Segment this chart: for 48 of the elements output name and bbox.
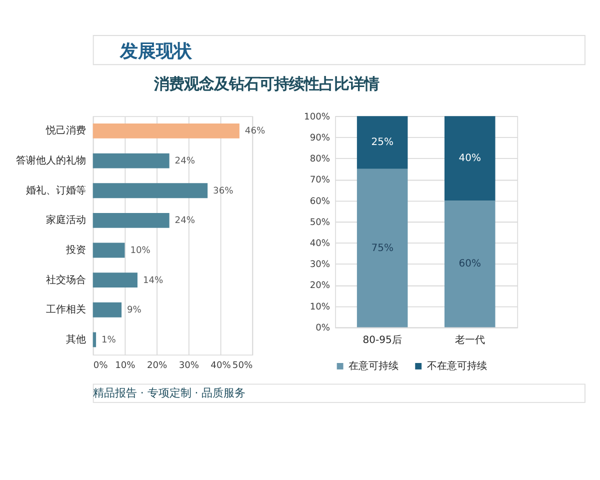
y-tick-label: 30% (310, 260, 330, 270)
x-tick-label: 10% (115, 360, 136, 371)
data-label: 40% (458, 153, 481, 164)
x-tick-label: 老一代 (454, 334, 485, 346)
legend-label: 不在意可持续 (427, 360, 488, 372)
text: 精品报告 · 专项定制 · 品质服务 (92, 386, 246, 400)
y-tick-label: 社交场合 (46, 274, 86, 286)
y-tick-label: 70% (310, 176, 330, 186)
y-tick-label: 20% (310, 281, 330, 292)
y-tick-label: 家庭活动 (46, 214, 86, 226)
x-tick-label: 50% (232, 360, 254, 371)
data-label: 36% (213, 186, 234, 196)
legend-label: 在意可持续 (348, 360, 399, 372)
bar (444, 200, 496, 328)
y-tick-label: 婚礼、订婚等 (26, 184, 86, 196)
x-tick-label: 0% (93, 360, 108, 371)
y-tick-label: 80% (310, 154, 330, 165)
y-tick-label: 90% (310, 133, 330, 144)
data-label: 14% (142, 276, 164, 286)
data-label: 46% (244, 126, 266, 137)
data-label: 75% (371, 242, 394, 254)
y-tick-label: 50% (310, 218, 330, 228)
bar (444, 116, 496, 201)
y-tick-label: 投资 (65, 244, 86, 256)
bar (356, 116, 408, 169)
y-tick-label: 答谢他人的礼物 (16, 154, 86, 167)
data-label: 9% (127, 306, 142, 316)
text: 发展现状 (119, 40, 194, 62)
bar (356, 168, 408, 328)
data-label: 25% (371, 137, 394, 148)
x-tick-label: 20% (146, 360, 168, 371)
data-label: 24% (174, 156, 196, 167)
data-label: 60% (458, 258, 481, 270)
y-tick-label: 60% (310, 196, 330, 207)
x-tick-label: 40% (210, 360, 232, 371)
data-label: 24% (174, 216, 196, 226)
y-tick-label: 10% (310, 302, 330, 312)
y-tick-label: 100% (304, 112, 330, 122)
data-label: 10% (130, 246, 151, 256)
y-tick-label: 0% (316, 323, 330, 334)
x-tick-label: 30% (178, 360, 200, 371)
y-tick-label: 40% (310, 238, 330, 249)
x-tick-label: 80-95后 (362, 334, 402, 346)
y-tick-label: 工作相关 (46, 304, 86, 316)
chart-title: 消费观念及钻石可持续性占比详情 (152, 75, 379, 94)
y-tick-label: 悦己消费 (45, 124, 86, 137)
data-label: 1% (102, 335, 116, 346)
y-tick-label: 其他 (66, 333, 86, 346)
